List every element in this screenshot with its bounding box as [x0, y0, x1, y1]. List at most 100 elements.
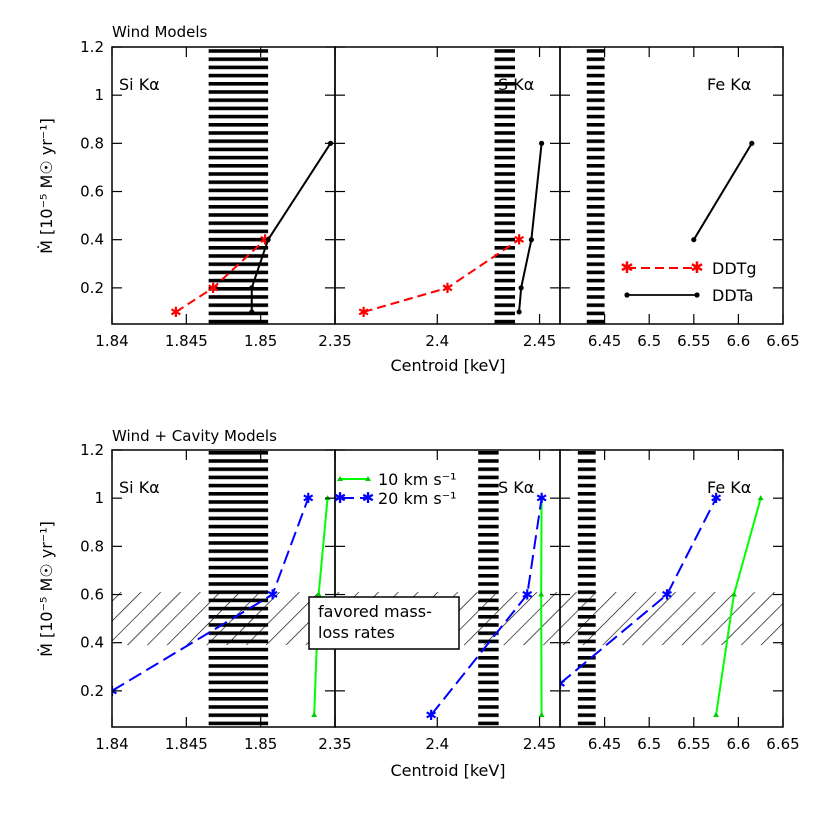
legend-marker-20kms: ✱	[362, 489, 375, 507]
data-point: ✱	[170, 305, 182, 321]
panel-fe-k-alpha: ✱ ✱ ✱ 6.45 6.5 6.55 6.6 6.65 Fe Kα	[554, 449, 800, 753]
panel-label: Fe Kα	[707, 478, 751, 497]
x-tick-label: 2.4	[425, 332, 449, 350]
x-tick-label: 6.65	[766, 332, 799, 350]
legend-marker-20kms: ✱	[334, 489, 347, 507]
series-line	[516, 140, 545, 315]
legend-label-ddtg: DDTg	[712, 259, 757, 278]
favored-mass-loss-region	[112, 592, 335, 646]
data-point: ✱	[554, 677, 566, 693]
panel-label: Fe Kα	[707, 75, 751, 94]
data-point	[749, 140, 755, 146]
x-tick-label: 6.5	[637, 332, 661, 350]
x-tick-label: 2.4	[425, 735, 449, 753]
y-tick-label: 0.6	[80, 183, 104, 201]
series-line	[250, 142, 332, 312]
legend-label-20kms: 20 km s⁻¹	[378, 489, 457, 508]
series-line	[560, 497, 717, 685]
data-point: ✱	[267, 588, 279, 604]
x-tick-label: 6.45	[588, 332, 621, 350]
series-line	[713, 495, 764, 717]
data-point: ✱	[710, 491, 722, 507]
data-point	[528, 237, 534, 243]
legend-label-10kms: 10 km s⁻¹	[378, 470, 457, 489]
series-line	[430, 498, 543, 716]
x-axis-label: Centroid [keV]	[390, 356, 505, 375]
data-point: ✱	[661, 588, 673, 604]
y-tick-label: 0.8	[80, 134, 104, 152]
legend-marker-10kms	[365, 476, 371, 481]
x-tick-label: 1.845	[165, 735, 208, 753]
data-point: ✱	[302, 491, 314, 507]
data-point	[311, 711, 318, 717]
data-point: ✱	[106, 684, 118, 700]
y-tick-label: 0.8	[80, 537, 104, 555]
y-axis-label: Ṁ [10⁻⁵ M☉ yr⁻¹]	[37, 521, 56, 657]
panel-fe-k-alpha: 6.45 6.5 6.55 6.6 6.65 Fe Kα	[559, 46, 800, 350]
observed-centroid-band	[208, 47, 269, 324]
panel-frame	[559, 449, 784, 728]
y-tick-label: 0.4	[80, 231, 104, 249]
y-tick-label: 1	[94, 489, 104, 507]
favored-region-label-line: loss rates	[318, 623, 395, 642]
x-tick-label: 2.35	[318, 735, 351, 753]
data-point	[730, 591, 737, 597]
data-point	[713, 711, 720, 717]
data-point	[249, 285, 255, 291]
figure-title: Wind + Cavity Models	[112, 427, 277, 445]
x-tick-label: 6.55	[677, 332, 710, 350]
y-tick-label: 1.2	[80, 441, 104, 459]
data-point	[538, 591, 545, 597]
data-point: ✱	[513, 233, 525, 249]
legend-marker-ddta	[624, 292, 630, 298]
series-line: ✱ ✱ ✱	[358, 233, 525, 321]
panel-si-k-alpha: ✱ ✱ ✱ 1.84 1.845 1.85 Si Kα	[95, 449, 336, 753]
legend-marker-ddtg: ✱	[690, 258, 703, 277]
data-point	[516, 309, 522, 315]
observed-centroid-band	[494, 47, 515, 324]
panel-label: S Kα	[498, 75, 534, 94]
series-line	[363, 238, 520, 313]
y-tick-label: 0.2	[80, 279, 104, 297]
x-tick-label: 6.45	[588, 735, 621, 753]
data-point	[538, 140, 545, 146]
observed-centroid-band	[586, 47, 605, 324]
series-line	[112, 497, 310, 692]
series-line: ✱ ✱ ✱	[554, 491, 722, 693]
x-tick-label: 2.35	[318, 332, 351, 350]
data-point	[249, 309, 255, 315]
y-tick-label: 0.2	[80, 682, 104, 700]
data-point	[518, 285, 524, 291]
panel-label: S Kα	[498, 478, 534, 497]
data-point: ✱	[358, 305, 370, 321]
series-line	[538, 495, 545, 717]
data-point: ✱	[207, 281, 219, 297]
favored-region-label: favored mass-loss rates	[318, 602, 432, 642]
data-point	[538, 495, 545, 501]
x-tick-label: 6.65	[766, 735, 799, 753]
data-point: ✱	[442, 281, 454, 297]
x-tick-label: 6.6	[726, 735, 750, 753]
y-tick-label: 1.2	[80, 38, 104, 56]
data-point: ✱	[521, 588, 533, 604]
series-line	[692, 142, 753, 241]
series-line	[691, 140, 755, 243]
data-point	[265, 237, 271, 243]
observed-centroid-band	[208, 450, 269, 727]
panel-frame	[559, 46, 784, 325]
x-axis-label: Centroid [keV]	[390, 761, 505, 780]
legend: 10 km s⁻¹ ✱ ✱ 20 km s⁻¹	[334, 470, 457, 508]
y-axis-label: Ṁ [10⁻⁵ M☉ yr⁻¹]	[37, 118, 56, 254]
series-line: ✱ ✱ ✱	[425, 491, 547, 724]
x-tick-label: 6.55	[677, 735, 710, 753]
x-tick-label: 1.85	[244, 332, 277, 350]
panel-label: Si Kα	[119, 75, 160, 94]
panel-si-k-alpha: ✱ ✱ ✱ 1.84 1.845 1.85 Si Kα	[95, 46, 336, 350]
y-tick-labels: 0.2 0.4 0.6 0.8 1 1.2	[80, 441, 104, 700]
data-point: ✱	[536, 491, 548, 507]
data-point: ✱	[259, 233, 271, 249]
data-point	[538, 711, 545, 717]
series-line: ✱ ✱ ✱	[170, 233, 271, 321]
legend: ✱ ✱ DDTg DDTa	[620, 258, 756, 305]
